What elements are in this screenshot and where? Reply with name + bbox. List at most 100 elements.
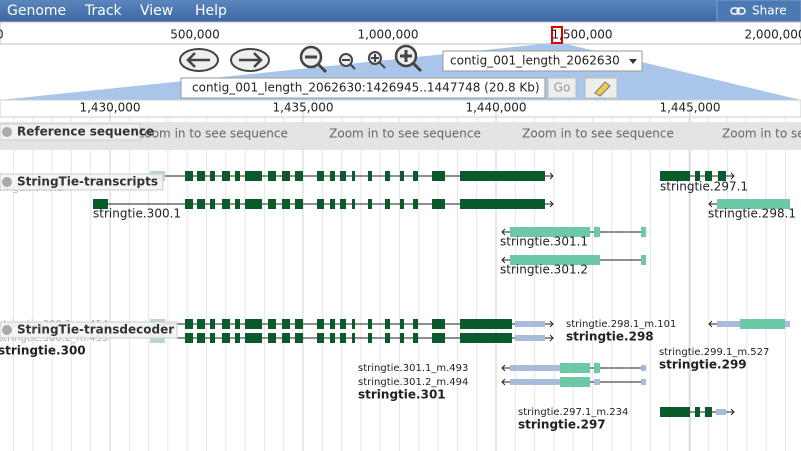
menu-help[interactable]: Help (195, 3, 227, 19)
exon (740, 319, 785, 329)
strand-arrow (545, 334, 554, 342)
exon (368, 333, 372, 343)
exon (295, 199, 303, 209)
overview-tick: 0 (0, 28, 4, 42)
track-label[interactable]: StringTie-transcripts (0, 173, 164, 191)
sequence-select[interactable] (442, 50, 643, 72)
exon (235, 319, 240, 329)
exon (295, 171, 303, 181)
feature-desc: stringtie.301.1_m.493 (358, 363, 468, 374)
exon (460, 319, 512, 329)
exon (282, 199, 290, 209)
exon (594, 363, 600, 373)
feature-desc: stringtie.299.1_m.527 (659, 347, 769, 358)
exon (385, 171, 390, 181)
close-icon[interactable] (2, 325, 12, 335)
gene-label: stringtie.298 (566, 330, 654, 344)
strand-arrow (501, 256, 510, 264)
location-text: contig_001_length_2062630:1426945..14477… (192, 81, 540, 95)
zoom-message: Zoom in to see sequence (722, 127, 801, 141)
exon (197, 333, 205, 343)
menu-track[interactable]: Track (84, 3, 123, 19)
strand-arrow (545, 172, 554, 180)
exon (594, 227, 600, 237)
exon (717, 321, 740, 327)
detail-ruler (0, 99, 801, 118)
nav-buttons (179, 44, 423, 74)
exon (510, 227, 590, 237)
feature (501, 377, 646, 387)
exon (385, 199, 390, 209)
exon (641, 255, 646, 265)
exon (385, 333, 390, 343)
track-label-text: Reference sequence (17, 125, 154, 139)
exon (717, 199, 790, 209)
gene-label: stringtie.300 (0, 344, 86, 358)
exon (460, 171, 545, 181)
exon (282, 171, 290, 181)
exon (515, 321, 545, 327)
exon (515, 335, 545, 341)
exon (197, 171, 205, 181)
menu-bar (0, 0, 801, 22)
exon (222, 319, 230, 329)
strand-arrow (708, 200, 717, 208)
track-label[interactable]: StringTie-transdecoder (0, 321, 178, 339)
exon (695, 407, 700, 417)
feature (501, 363, 646, 373)
exon (330, 333, 335, 343)
exon (641, 379, 646, 385)
overview-ruler (0, 21, 801, 45)
exon (413, 171, 418, 181)
exon (268, 333, 276, 343)
exon (400, 333, 404, 343)
overview-location (551, 26, 563, 44)
exon (368, 319, 372, 329)
exon (282, 333, 290, 343)
share-label[interactable]: Share (752, 4, 787, 18)
exon (222, 171, 230, 181)
track-label[interactable]: Reference sequence (0, 123, 154, 141)
feature-label: stringtie.298.1 (708, 207, 796, 221)
ruler-tick: 1,430,000 (79, 101, 140, 115)
feature-desc: stringtie.301.2_m.494 (358, 377, 468, 388)
exon (185, 171, 193, 181)
highlight-icon (594, 81, 611, 97)
feature-label: stringtie.300.1 (93, 207, 181, 221)
menu-genome[interactable]: Genome (7, 3, 66, 19)
exon (432, 319, 445, 329)
exon (460, 199, 545, 209)
strand-arrow (726, 172, 735, 180)
exon (352, 199, 355, 209)
dropdown-arrow (629, 59, 637, 64)
strand-arrow (501, 364, 510, 372)
overview-tick: 500,000 (170, 28, 220, 42)
exon (340, 319, 346, 329)
strand-arrow (726, 408, 735, 416)
go-button[interactable] (547, 77, 577, 99)
exon (594, 379, 600, 385)
exon (641, 227, 646, 237)
exon (185, 199, 193, 209)
exon (660, 171, 690, 181)
exon (352, 171, 355, 181)
exon (352, 333, 355, 343)
exon (432, 171, 445, 181)
feature-desc: stringtie.298.1_m.101 (566, 319, 676, 330)
exon (295, 319, 303, 329)
exon (510, 379, 560, 385)
strand-arrow (501, 228, 510, 236)
exon (235, 171, 240, 181)
track-label-box (0, 173, 164, 191)
feature (150, 319, 554, 329)
feature-label: stringtie.301.2 (500, 263, 588, 277)
feature (660, 171, 735, 181)
close-icon[interactable] (2, 127, 12, 137)
exon (560, 377, 590, 387)
close-icon[interactable] (2, 177, 12, 187)
exon (197, 199, 205, 209)
location-box[interactable] (180, 77, 546, 99)
menu-view[interactable]: View (140, 3, 173, 19)
arrow-icon (186, 52, 210, 68)
exon (282, 319, 290, 329)
